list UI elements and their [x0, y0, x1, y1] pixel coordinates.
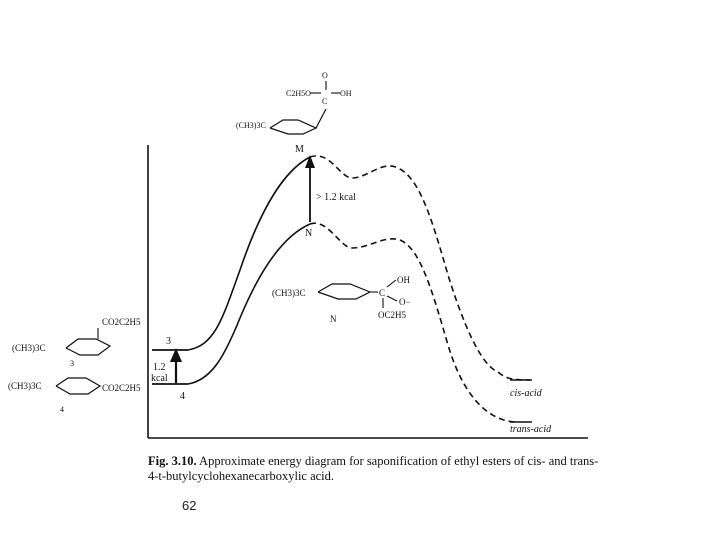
s3-number: 3 — [70, 359, 74, 368]
top-c: C — [322, 97, 327, 106]
label-m: M — [295, 144, 304, 155]
top-ethoxy: C2H5O — [286, 89, 311, 98]
structure-top: (CH3)3C C2H5O OH O C — [236, 71, 352, 135]
s3-ester: CO2C2H5 — [102, 317, 141, 327]
trans-curve-solid — [187, 223, 311, 385]
structure-3: (CH3)3C CO2C2H5 3 — [12, 317, 141, 368]
s4-ester: CO2C2H5 — [102, 383, 141, 393]
label-level-4: 4 — [180, 391, 185, 402]
label-gap-bottom-1: 1.2 — [153, 362, 166, 373]
mid-tbu: (CH3)3C — [272, 288, 306, 298]
top-o: O — [322, 71, 328, 80]
mid-n-label: N — [330, 314, 337, 324]
structure-4: (CH3)3C CO2C2H5 4 — [8, 377, 141, 414]
structure-middle: (CH3)3C C OH O− OC2H5 N — [272, 275, 411, 324]
s4-tbu: (CH3)3C — [8, 381, 42, 391]
gap-arrow-bottom-head — [170, 348, 182, 362]
label-gap-top: > 1.2 kcal — [316, 192, 356, 203]
mid-c: C — [379, 288, 385, 298]
figure-caption: Fig. 3.10. Approximate energy diagram fo… — [148, 454, 608, 484]
cis-curve-dashed — [309, 155, 531, 381]
label-level-3: 3 — [166, 336, 171, 347]
s4-number: 4 — [60, 405, 64, 414]
top-tbu: (CH3)3C — [236, 121, 266, 130]
top-oh: OH — [340, 89, 352, 98]
caption-text: Approximate energy diagram for saponific… — [148, 454, 599, 483]
trans-curve-dashed — [309, 222, 516, 423]
label-gap-bottom-2: kcal — [151, 373, 168, 384]
label-cis-acid: cis-acid — [510, 388, 543, 399]
gap-arrow-top-head — [305, 155, 315, 168]
cis-curve-solid — [187, 156, 311, 351]
s3-tbu: (CH3)3C — [12, 343, 46, 353]
page-number: 62 — [182, 498, 197, 513]
mid-oet: OC2H5 — [378, 310, 407, 320]
label-trans-acid: trans-acid — [510, 424, 552, 435]
label-n: N — [305, 228, 312, 239]
mid-oh: OH — [397, 275, 410, 285]
mid-o-minus: O− — [399, 297, 411, 307]
caption-label: Fig. 3.10. — [148, 454, 197, 468]
